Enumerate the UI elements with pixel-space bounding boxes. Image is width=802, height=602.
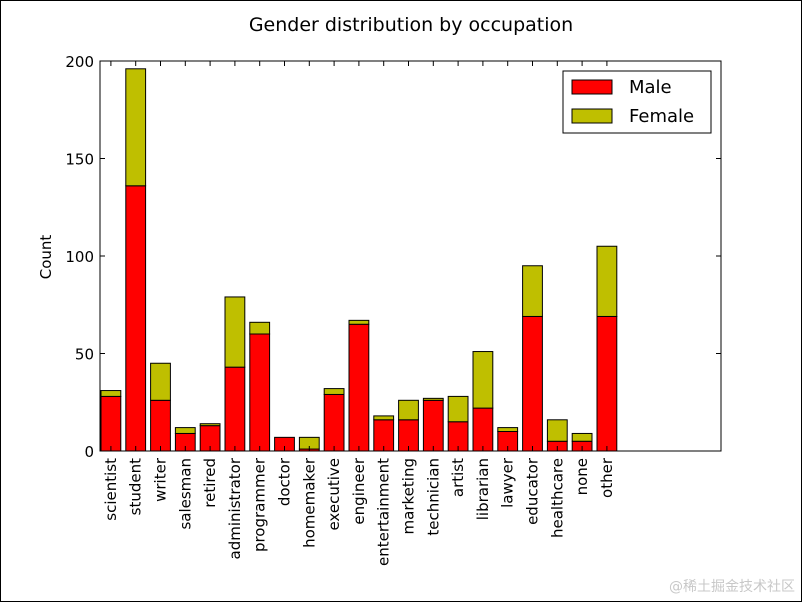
- y-tick-label: 200: [65, 53, 94, 71]
- x-tick-label-librarian: librarian: [474, 458, 492, 520]
- y-tick-label: 100: [65, 248, 94, 266]
- bar-male-executive: [323, 393, 345, 452]
- bar-female-artist: [447, 395, 469, 423]
- bar-female-writer: [150, 362, 171, 401]
- y-axis-label: Count: [37, 235, 55, 280]
- legend-label-male: Male: [629, 77, 672, 98]
- legend: Male Female: [562, 70, 712, 134]
- y-tick-label: 150: [65, 151, 94, 169]
- x-tick-label-executive: executive: [325, 458, 343, 531]
- bar-female-marketing: [398, 399, 419, 421]
- bar-female-engineer: [348, 319, 370, 325]
- bars-group: [100, 68, 618, 452]
- bar-male-technician: [422, 399, 444, 452]
- x-tick-label-healthcare: healthcare: [548, 458, 566, 538]
- x-tick-label-doctor: doctor: [276, 457, 294, 506]
- x-tick-label-homemaker: homemaker: [300, 457, 318, 548]
- bar-male-writer: [150, 399, 171, 452]
- bar-female-salesman: [174, 427, 196, 434]
- bar-male-educator: [522, 315, 543, 452]
- x-tick-label-salesman: salesman: [176, 458, 194, 530]
- legend-label-female: Female: [629, 106, 694, 127]
- x-tick-label-scientist: scientist: [102, 458, 120, 521]
- bar-female-educator: [522, 265, 543, 317]
- x-tick-label-educator: educator: [524, 457, 542, 525]
- bar-male-librarian: [472, 407, 494, 452]
- bar-male-programmer: [249, 333, 271, 452]
- x-tick-label-entertainment: entertainment: [375, 458, 393, 566]
- bar-female-librarian: [472, 351, 494, 409]
- bar-male-scientist: [100, 395, 122, 452]
- bar-male-engineer: [348, 323, 370, 452]
- x-tick-label-none: none: [573, 458, 591, 495]
- bar-male-student: [125, 185, 147, 452]
- bar-female-administrator: [224, 296, 246, 368]
- bar-female-other: [596, 245, 618, 317]
- x-tick-label-writer: writer: [152, 457, 170, 502]
- chart-title: Gender distribution by occupation: [249, 14, 573, 36]
- bar-female-lawyer: [497, 427, 519, 433]
- ticks-group: 0 50 100 150 200 scientist student writer salesm…: [65, 53, 721, 566]
- x-tick-label-artist: artist: [449, 458, 467, 497]
- bar-female-none: [571, 432, 593, 442]
- y-tick-label: 50: [75, 346, 94, 364]
- legend-swatch-female: [571, 108, 613, 124]
- bar-female-entertainment: [373, 415, 395, 421]
- x-tick-label-student: student: [127, 458, 145, 515]
- bar-male-other: [596, 315, 618, 452]
- bar-female-retired: [199, 423, 221, 427]
- watermark: @稀土掘金技术社区: [669, 579, 795, 595]
- legend-swatch-male: [571, 79, 613, 95]
- x-tick-label-retired: retired: [201, 458, 219, 508]
- bar-female-technician: [422, 397, 444, 401]
- x-tick-label-engineer: engineer: [350, 457, 368, 524]
- bar-male-administrator: [224, 366, 246, 452]
- x-tick-label-administrator: administrator: [226, 457, 244, 559]
- bar-female-healthcare: [546, 419, 568, 442]
- y-tick-label: 0: [84, 443, 94, 461]
- bar-female-executive: [323, 388, 345, 395]
- x-tick-label-programmer: programmer: [251, 457, 269, 552]
- x-tick-label-other: other: [598, 457, 616, 498]
- bar-female-scientist: [100, 390, 122, 397]
- x-tick-label-lawyer: lawyer: [499, 457, 517, 508]
- x-tick-label-technician: technician: [424, 458, 442, 536]
- bar-female-programmer: [249, 321, 271, 335]
- bar-female-student: [125, 68, 147, 187]
- x-tick-label-marketing: marketing: [400, 458, 418, 534]
